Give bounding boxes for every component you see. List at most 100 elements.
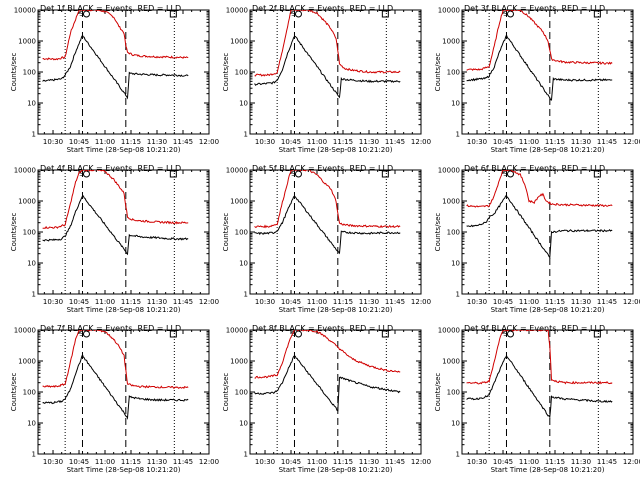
x-axis-label: Start Time (28-Sep-08 10:21:20)	[67, 466, 181, 474]
y-axis-label: Counts/sec	[434, 213, 442, 252]
x-tick-label: 11:30	[359, 138, 379, 146]
marker-box	[593, 330, 601, 338]
y-tick-label: 100	[235, 229, 248, 237]
x-tick-label: 11:00	[95, 458, 115, 466]
y-axis-label: Counts/sec	[222, 213, 230, 252]
marker-s-label: S	[503, 170, 508, 178]
x-tick-label: 10:30	[43, 298, 63, 306]
y-tick-label: 10	[239, 100, 248, 108]
y-tick-label: 10000	[438, 327, 460, 335]
marker-s-label: S	[291, 170, 296, 178]
y-tick-label: 1	[32, 291, 36, 299]
x-tick-label: 11:15	[333, 458, 353, 466]
lld-rate-line	[42, 10, 189, 61]
x-tick-label: 11:30	[571, 458, 591, 466]
y-tick-label: 10000	[438, 7, 460, 15]
x-tick-label: 10:45	[493, 138, 513, 146]
marker-box	[381, 10, 389, 18]
marker-box	[381, 330, 389, 338]
x-axis-label: Start Time (28-Sep-08 10:21:20)	[67, 306, 181, 314]
x-tick-label: 12:00	[411, 298, 431, 306]
x-tick-label: 12:00	[623, 458, 640, 466]
panel-title: Det 7f BLACK = Events, RED = LLD	[40, 324, 181, 333]
panel-title: Det 1f BLACK = Events, RED = LLD	[40, 4, 181, 13]
marker-circle	[294, 10, 302, 18]
x-tick-label: 11:15	[545, 138, 565, 146]
plot-frame	[461, 169, 634, 295]
x-tick-label: 10:45	[281, 138, 301, 146]
events-rate-line	[42, 34, 189, 100]
x-tick-label: 11:15	[121, 458, 141, 466]
x-tick-label: 10:45	[281, 298, 301, 306]
x-tick-label: 11:00	[307, 138, 327, 146]
y-tick-label: 1	[244, 451, 248, 459]
marker-s-label: S	[291, 330, 296, 338]
plot-frame	[37, 329, 210, 455]
y-tick-label: 1000	[442, 198, 460, 206]
events-rate-line	[254, 35, 401, 99]
y-tick-label: 10000	[14, 7, 36, 15]
plot-frame	[37, 169, 210, 295]
y-tick-label: 10	[27, 100, 36, 108]
x-tick-label: 11:45	[597, 298, 617, 306]
x-tick-label: 11:00	[307, 298, 327, 306]
plot-frame	[461, 329, 634, 455]
x-tick-label: 11:45	[173, 298, 193, 306]
y-tick-label: 1	[32, 131, 36, 139]
y-tick-label: 10000	[226, 167, 248, 175]
x-tick-label: 11:30	[571, 138, 591, 146]
y-tick-label: 10000	[438, 167, 460, 175]
events-rate-line	[42, 195, 189, 256]
x-axis-label: Start Time (28-Sep-08 10:21:20)	[279, 146, 393, 154]
y-tick-label: 10	[451, 420, 460, 428]
y-tick-label: 1	[456, 451, 460, 459]
y-tick-label: 10000	[14, 327, 36, 335]
y-axis-label: Counts/sec	[10, 213, 18, 252]
y-tick-label: 10	[27, 420, 36, 428]
y-axis-label: Counts/sec	[434, 373, 442, 412]
marker-circle	[506, 330, 514, 338]
x-axis-label: Start Time (28-Sep-08 10:21:20)	[491, 306, 605, 314]
marker-circle	[294, 330, 302, 338]
x-tick-label: 10:45	[493, 458, 513, 466]
y-tick-label: 100	[23, 229, 36, 237]
lld-rate-line	[466, 170, 613, 208]
x-tick-label: 11:45	[385, 298, 405, 306]
x-tick-label: 10:30	[255, 458, 275, 466]
x-axis-label: Start Time (28-Sep-08 10:21:20)	[491, 146, 605, 154]
marker-circle	[506, 170, 514, 178]
y-tick-label: 100	[235, 389, 248, 397]
panel-title: Det 8f BLACK = Events, RED = LLD	[252, 324, 393, 333]
x-tick-label: 10:45	[69, 138, 89, 146]
y-axis-label: Counts/sec	[222, 373, 230, 412]
x-tick-label: 11:30	[147, 458, 167, 466]
marker-circle	[82, 330, 90, 338]
x-tick-label: 11:30	[147, 298, 167, 306]
y-tick-label: 1000	[442, 38, 460, 46]
x-tick-label: 10:30	[467, 458, 487, 466]
events-rate-line	[254, 195, 401, 255]
events-rate-line	[466, 33, 613, 101]
x-tick-label: 11:45	[173, 458, 193, 466]
x-tick-label: 12:00	[411, 458, 431, 466]
marker-circle	[82, 10, 90, 18]
marker-s-label: S	[503, 330, 508, 338]
x-tick-label: 11:30	[147, 138, 167, 146]
x-tick-label: 11:15	[545, 458, 565, 466]
y-tick-label: 10000	[14, 167, 36, 175]
x-tick-label: 11:30	[359, 298, 379, 306]
x-tick-label: 12:00	[199, 458, 219, 466]
y-tick-label: 1	[32, 451, 36, 459]
panel-det-8: Det 8f BLACK = Events, RED = LLD 1 10 100 10…	[222, 324, 431, 474]
y-tick-label: 1000	[442, 358, 460, 366]
y-tick-label: 100	[23, 69, 36, 77]
events-rate-line	[466, 194, 613, 259]
panel-title: Det 3f BLACK = Events, RED = LLD	[464, 4, 605, 13]
marker-circle	[294, 170, 302, 178]
x-tick-label: 11:45	[597, 138, 617, 146]
x-tick-label: 10:30	[467, 138, 487, 146]
y-tick-label: 1000	[18, 38, 36, 46]
y-tick-label: 1000	[230, 38, 248, 46]
